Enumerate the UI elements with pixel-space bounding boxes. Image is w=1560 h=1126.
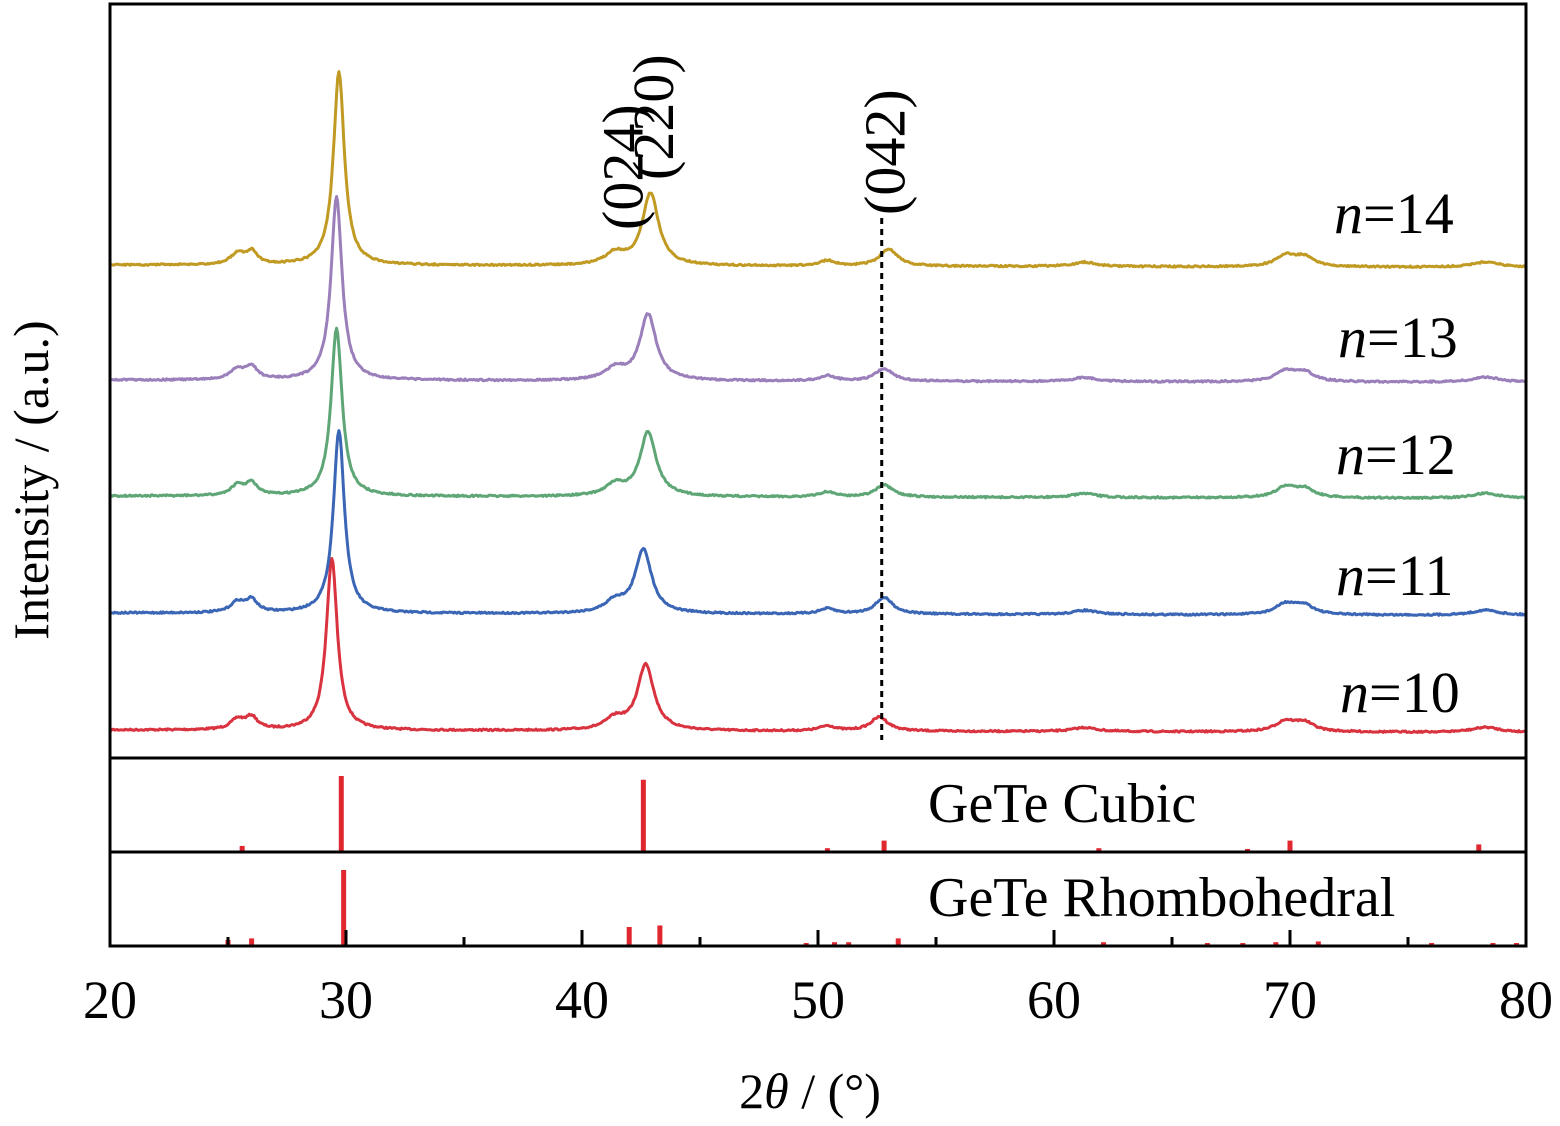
series-label: n=14 bbox=[1334, 181, 1454, 246]
series-label-value: =12 bbox=[1365, 422, 1456, 487]
peak-label: (024) bbox=[591, 104, 656, 230]
series-label: n=11 bbox=[1336, 543, 1454, 608]
series-label: n=13 bbox=[1338, 305, 1458, 370]
x-axis-label-suffix: / (°) bbox=[789, 1063, 881, 1119]
series-label: n=12 bbox=[1336, 422, 1456, 487]
series-line-n=13 bbox=[109, 195, 1527, 384]
series-line-n=10 bbox=[108, 557, 1527, 734]
series-label-italic: n bbox=[1338, 305, 1367, 370]
ref-pattern-label: GeTe Cubic bbox=[928, 773, 1196, 835]
peak-labels: (024)(220) (042) bbox=[591, 54, 918, 230]
x-tick-label: 40 bbox=[555, 970, 609, 1030]
series-line-n=12 bbox=[109, 326, 1527, 500]
plot-frames bbox=[108, 2, 1528, 948]
x-axis-label-prefix: 2 bbox=[739, 1063, 764, 1119]
series-line-n=14 bbox=[109, 70, 1527, 269]
peak-label: (042) bbox=[852, 89, 917, 215]
x-tick-label: 50 bbox=[791, 970, 845, 1030]
x-tick-label: 70 bbox=[1263, 970, 1317, 1030]
series-label-italic: n bbox=[1336, 543, 1365, 608]
series-labels: n=10n=11n=12n=13n=14 bbox=[1334, 181, 1460, 725]
series-label-value: =13 bbox=[1367, 305, 1458, 370]
x-axis: 20 30 40 50 60 70 80 bbox=[83, 930, 1553, 1030]
y-axis-label: Intensity / (a.u.) bbox=[3, 320, 59, 639]
x-axis-label-symbol: θ bbox=[764, 1063, 789, 1119]
ref-pattern-label: GeTe Rhombohedral bbox=[928, 867, 1395, 929]
peak-label: (220) bbox=[621, 54, 686, 180]
series-label-value: =11 bbox=[1365, 543, 1454, 608]
plot-border bbox=[108, 2, 1528, 948]
series-label-italic: n bbox=[1334, 181, 1363, 246]
x-tick-label: 60 bbox=[1027, 970, 1081, 1030]
x-axis-label: 2θ / (°) bbox=[739, 1063, 881, 1119]
series-label-value: =14 bbox=[1363, 181, 1454, 246]
series-label: n=10 bbox=[1340, 660, 1460, 725]
x-tick-label: 30 bbox=[319, 970, 373, 1030]
x-tick-label: 20 bbox=[83, 970, 137, 1030]
x-tick-label: 80 bbox=[1499, 970, 1553, 1030]
series-label-value: =10 bbox=[1369, 660, 1460, 725]
series-label-italic: n bbox=[1340, 660, 1369, 725]
series-label-italic: n bbox=[1336, 422, 1365, 487]
xrd-traces bbox=[108, 70, 1527, 734]
reference-panels: GeTe Cubic GeTe Rhombohedral bbox=[225, 773, 1520, 946]
series-line-n=11 bbox=[109, 429, 1527, 617]
